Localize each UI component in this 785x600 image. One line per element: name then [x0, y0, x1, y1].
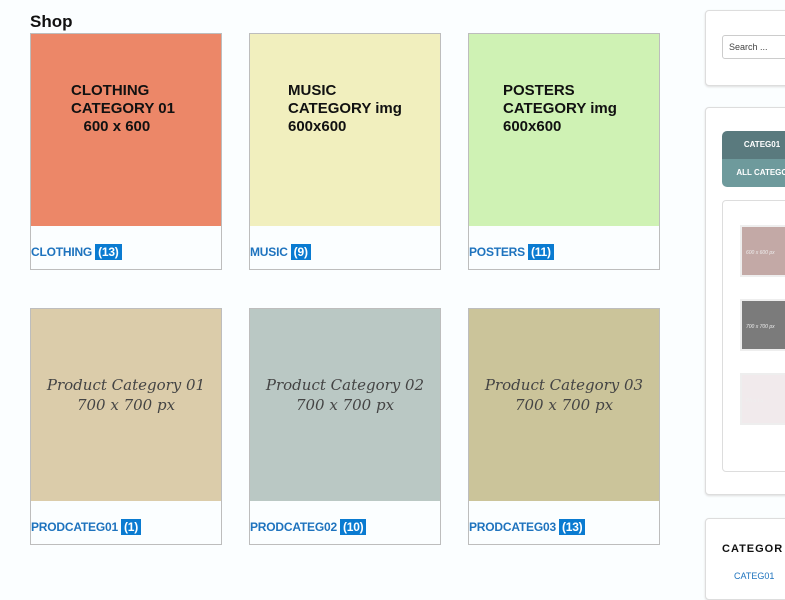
category-name: CLOTHING	[31, 245, 93, 259]
search-input[interactable]: Search ...	[722, 35, 785, 59]
category-link[interactable]: CLOTHING (13)	[31, 244, 122, 260]
product-thumb[interactable]: Ph o t o	[740, 373, 785, 425]
search-widget: Search ...	[705, 10, 785, 86]
image-text: CLOTHING CATEGORY 01 600 x 600	[71, 82, 175, 135]
category-link[interactable]: PRODCATEG03 (13)	[469, 519, 586, 535]
category-card[interactable]: Product Category 01 700 x 700 px PRODCATE…	[30, 308, 222, 545]
image-text: POSTERS CATEGORY img 600x600	[503, 82, 617, 135]
category-card[interactable]: CLOTHING CATEGORY 01 600 x 600 CLOTHING (1…	[30, 33, 222, 270]
count-badge: (1)	[120, 519, 142, 535]
category-image[interactable]: Product Category 02 700 x 700 px	[250, 309, 440, 501]
product-thumb[interactable]: 600 x 600 px	[740, 225, 785, 277]
category-name: MUSIC	[250, 245, 288, 259]
category-image[interactable]: Product Category 01 700 x 700 px	[31, 309, 221, 501]
category-name: PRODCATEG02	[250, 520, 337, 534]
category-link[interactable]: PRODCATEG02 (10)	[250, 519, 367, 535]
category-image[interactable]: CLOTHING CATEGORY 01 600 x 600	[31, 34, 221, 226]
category-card[interactable]: Product Category 02 700 x 700 px PRODCATE…	[249, 308, 441, 545]
image-text: Product Category 02 700 x 700 px	[265, 376, 425, 414]
page-title: Shop	[30, 12, 73, 31]
category-link[interactable]: CATEG01	[734, 571, 775, 581]
category-tabs-widget: CATEG01 ALL CATEGO 600 x 600 px 700 x 70…	[705, 107, 785, 495]
category-link[interactable]: POSTERS (11)	[469, 244, 554, 260]
product-thumb[interactable]: 700 x 700 px	[740, 299, 785, 351]
category-name: PRODCATEG03	[469, 520, 556, 534]
count-badge: (11)	[527, 244, 554, 260]
category-link[interactable]: PRODCATEG01 (1)	[31, 519, 142, 535]
category-image[interactable]: Product Category 03 700 x 700 px	[469, 309, 659, 501]
category-card[interactable]: MUSIC CATEGORY img 600x600 MUSIC (9)	[249, 33, 441, 270]
category-name: PRODCATEG01	[31, 520, 118, 534]
count-badge: (13)	[558, 519, 586, 535]
count-badge: (9)	[290, 244, 311, 260]
count-badge: (10)	[339, 519, 367, 535]
category-image[interactable]: POSTERS CATEGORY img 600x600	[469, 34, 659, 226]
categories-heading: CATEGOR	[722, 543, 784, 555]
category-link[interactable]: MUSIC (9)	[250, 244, 311, 260]
count-badge: (13)	[95, 244, 122, 260]
image-text: MUSIC CATEGORY img 600x600	[288, 82, 402, 135]
category-name: POSTERS	[469, 245, 525, 259]
category-card[interactable]: POSTERS CATEGORY img 600x600 POSTERS (11)	[468, 33, 660, 270]
category-card[interactable]: Product Category 03 700 x 700 px PRODCATE…	[468, 308, 660, 545]
categories-widget: CATEGOR CATEG01	[705, 518, 785, 600]
category-image[interactable]: MUSIC CATEGORY img 600x600	[250, 34, 440, 226]
tab-categ01[interactable]: CATEG01	[722, 131, 785, 159]
image-text: Product Category 03 700 x 700 px	[484, 376, 644, 414]
tab-all-categories[interactable]: ALL CATEGO	[722, 159, 785, 187]
image-text: Product Category 01 700 x 700 px	[46, 376, 206, 414]
product-list: 600 x 600 px 700 x 700 px Ph o t o	[722, 200, 785, 472]
